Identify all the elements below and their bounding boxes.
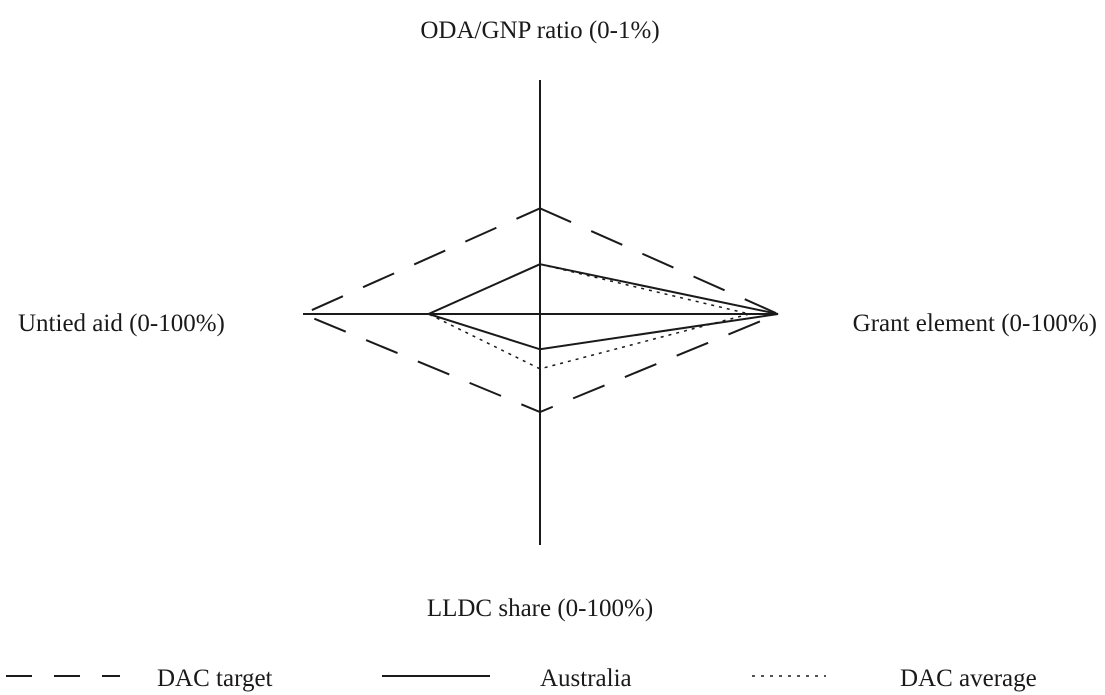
legend: DAC target Australia DAC average	[6, 665, 1037, 692]
axis-label-top: ODA/GNP ratio (0-1%)	[420, 17, 659, 44]
series	[300, 207, 781, 414]
series-australia	[425, 263, 779, 351]
legend-label-dac-average: DAC average	[900, 665, 1037, 692]
legend-label-dac-target: DAC target	[157, 665, 273, 692]
axes	[303, 80, 778, 545]
axis-label-right: Grant element (0-100%)	[853, 310, 1097, 337]
legend-label-australia: Australia	[540, 665, 632, 692]
axis-label-left: Untied aid (0-100%)	[18, 310, 225, 337]
series-dac-target	[300, 207, 781, 414]
axis-label-bottom: LLDC share (0-100%)	[427, 595, 653, 622]
